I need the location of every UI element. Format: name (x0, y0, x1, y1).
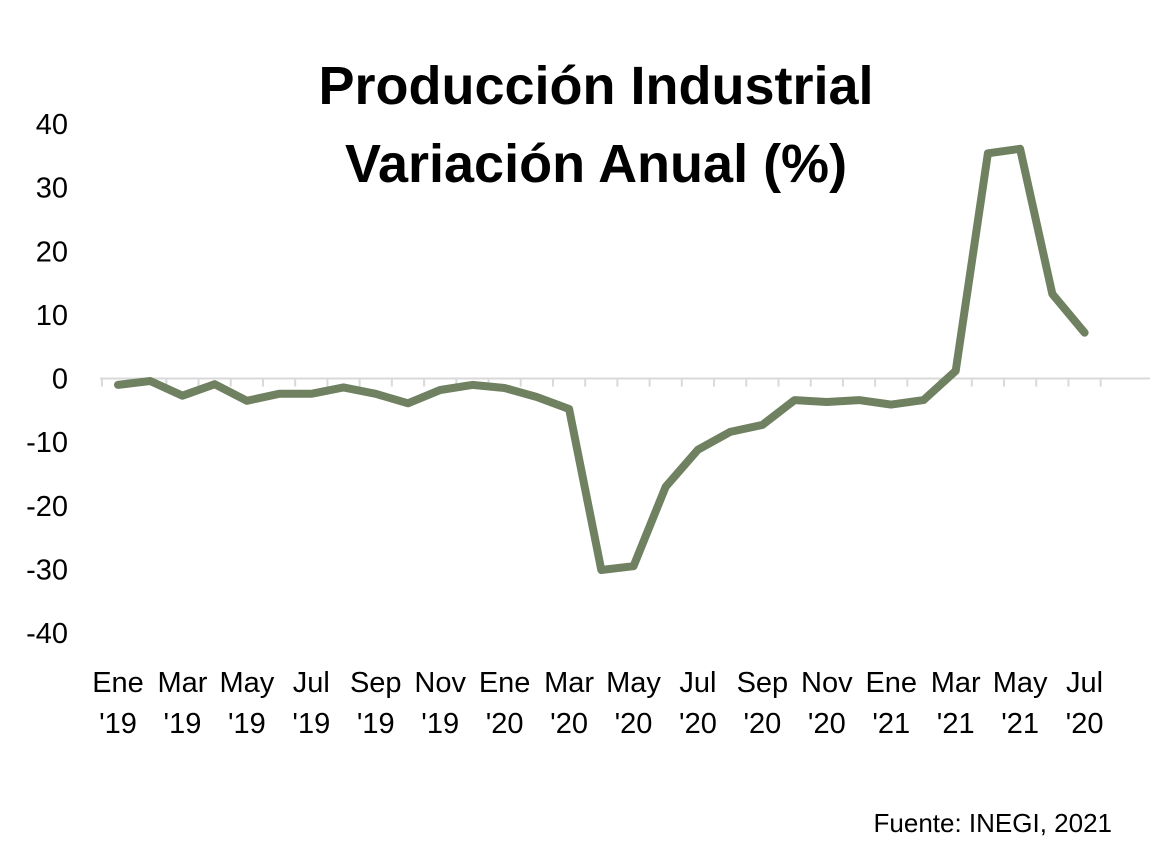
data-point (275, 390, 283, 398)
data-point (984, 149, 992, 157)
data-point (468, 381, 476, 389)
data-point (952, 367, 960, 375)
x-tick-month: Mar (157, 667, 207, 699)
x-tick-month: Ene (92, 667, 144, 699)
data-point (565, 405, 573, 413)
data-point (404, 399, 412, 407)
data-point (533, 393, 541, 401)
series-produccion (114, 144, 1089, 574)
data-point (146, 377, 154, 385)
data-point (630, 562, 638, 570)
x-tick-year: '20 (615, 708, 653, 740)
chart-title-line-2: Variación Anual (%) (345, 134, 847, 194)
x-tick-month: Jul (293, 667, 330, 699)
y-tick-label: 30 (36, 173, 68, 205)
data-point (920, 396, 928, 404)
data-point (662, 483, 670, 491)
x-tick-month: Mar (544, 667, 594, 699)
x-tick-year: '20 (808, 708, 846, 740)
x-tick-year: '21 (937, 708, 975, 740)
data-point (1081, 329, 1089, 337)
y-tick-label: -40 (26, 618, 68, 650)
x-tick-month: Nov (414, 667, 466, 699)
series-line (114, 144, 1089, 574)
x-tick-year: '20 (550, 708, 588, 740)
data-point (372, 390, 380, 398)
x-tick-month: May (993, 667, 1048, 699)
y-tick-label: 0 (52, 364, 68, 396)
x-tick-month: May (606, 667, 661, 699)
data-point (694, 446, 702, 454)
data-point (178, 392, 186, 400)
x-tick-year: '21 (1001, 708, 1039, 740)
y-axis: 40 30 20 10 0 -10 -20 -30 -40 (26, 109, 68, 650)
data-point (823, 398, 831, 406)
x-tick-month: Ene (865, 667, 917, 699)
x-tick-month: Jul (1066, 667, 1103, 699)
x-tick-year: '20 (679, 708, 717, 740)
y-tick-label: -10 (26, 427, 68, 459)
data-point (1016, 145, 1024, 153)
y-tick-label: -30 (26, 554, 68, 586)
x-tick-month: Jul (679, 667, 716, 699)
x-tick-year: '20 (1066, 708, 1104, 740)
chart-title-line-1: Producción Industrial (318, 56, 873, 116)
data-point (243, 397, 251, 405)
source-note: Fuente: INEGI, 2021 (874, 808, 1112, 838)
data-point (307, 390, 315, 398)
x-tick-year: '20 (486, 708, 524, 740)
data-point (726, 428, 734, 436)
data-point (758, 421, 766, 429)
data-point (791, 396, 799, 404)
x-tick-year: '21 (872, 708, 910, 740)
y-tick-label: 40 (36, 109, 68, 141)
x-tick-month: Sep (737, 667, 789, 699)
data-point (211, 380, 219, 388)
data-point (1048, 290, 1056, 298)
x-tick-month: May (219, 667, 274, 699)
x-tick-year: '19 (228, 708, 266, 740)
y-tick-label: -20 (26, 491, 68, 523)
x-tick-month: Sep (350, 667, 402, 699)
data-point (855, 396, 863, 404)
x-tick-year: '19 (421, 708, 459, 740)
data-point (887, 401, 895, 409)
y-tick-label: 20 (36, 236, 68, 268)
data-point (340, 383, 348, 391)
x-tick-year: '20 (743, 708, 781, 740)
x-tick-year: '19 (357, 708, 395, 740)
x-tick-month: Mar (931, 667, 981, 699)
data-point (501, 384, 509, 392)
x-tick-month: Ene (479, 667, 531, 699)
x-tick-year: '19 (292, 708, 330, 740)
data-point (114, 381, 122, 389)
data-point (436, 386, 444, 394)
x-tick-month: Nov (801, 667, 853, 699)
x-tick-year: '19 (164, 708, 202, 740)
y-tick-label: 10 (36, 300, 68, 332)
data-point (597, 566, 605, 574)
x-axis: Ene '19 Mar '19 May '19 Jul '19 Sep '19 Nov '19 Ene '… (92, 377, 1150, 740)
x-tick-year: '19 (99, 708, 137, 740)
